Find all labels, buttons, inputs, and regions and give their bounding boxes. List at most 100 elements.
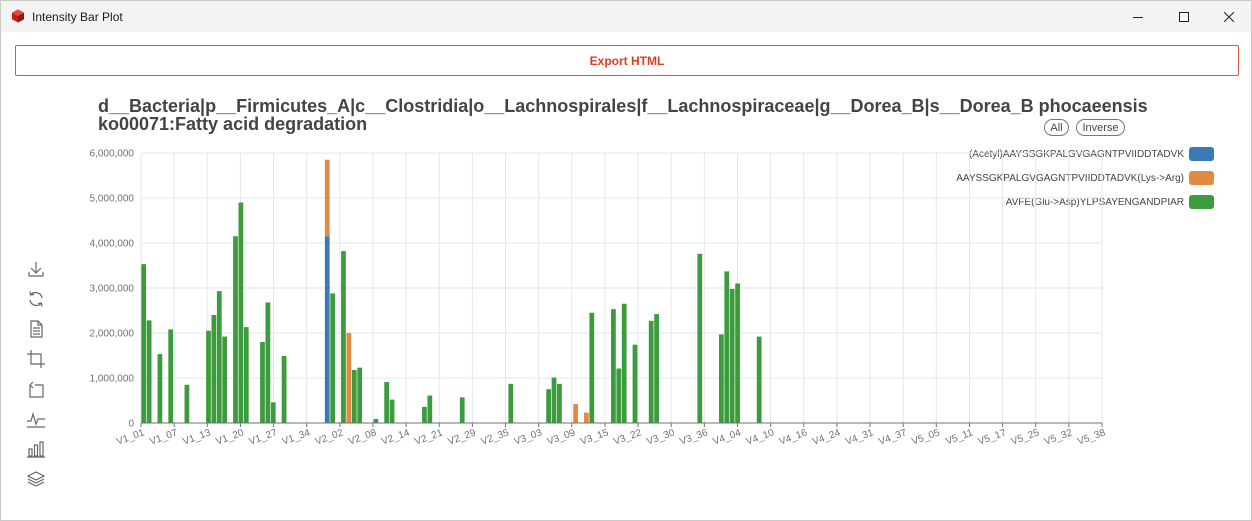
- x-tick-label: V1_07: [148, 427, 179, 447]
- minimize-icon: [1133, 16, 1143, 18]
- x-tick-label: V2_21: [413, 427, 444, 447]
- bar-segment-series-3: [654, 314, 659, 423]
- x-tick-label: V2_14: [380, 427, 411, 447]
- bar-segment-series-3: [265, 302, 271, 423]
- data-zoom-tool[interactable]: [26, 349, 46, 369]
- bar-segment-series-3: [422, 406, 427, 423]
- bar-segment-series-3: [729, 288, 735, 423]
- bar-chart-icon: [27, 441, 45, 458]
- legend-item-series-3[interactable]: AVFE(Glu->Asp)YLPSAYENGANDPIAR: [1006, 195, 1214, 209]
- legend-label: (Acetyl)AAYSSGKPALGVGAGNTPVIIDDTADVK: [968, 148, 1184, 160]
- bar-segment-series-3: [621, 303, 627, 423]
- x-tick-label: V2_02: [314, 427, 345, 447]
- zoom-reset-icon: [29, 381, 44, 398]
- bar-segment-series-3: [281, 355, 287, 423]
- bar-segment-series-3: [184, 384, 190, 423]
- x-tick-label: V3_30: [645, 427, 676, 447]
- x-tick-label: V5_05: [910, 427, 941, 447]
- x-tick-label: V4_31: [844, 427, 875, 447]
- legend-item-series-1[interactable]: (Acetyl)AAYSSGKPALGVGAGNTPVIIDDTADVK: [969, 147, 1214, 161]
- bar-segment-series-3: [270, 402, 276, 423]
- bar-segment-series-3: [157, 354, 163, 423]
- bar-segment-series-1: [324, 236, 330, 423]
- bar-segment-series-3: [589, 312, 595, 423]
- stack-type-tool[interactable]: [26, 469, 46, 489]
- bar-segment-series-2: [324, 159, 330, 237]
- export-html-button[interactable]: Export HTML: [15, 45, 1239, 76]
- bar-segment-series-3: [243, 327, 249, 423]
- title-bar[interactable]: Intensity Bar Plot: [1, 1, 1251, 32]
- x-tick-label: V5_11: [944, 427, 975, 447]
- chart-grid: [140, 152, 1103, 424]
- x-tick-label: V5_32: [1043, 427, 1074, 447]
- x-tick-label: V1_27: [248, 427, 279, 447]
- data-view-tool[interactable]: [26, 319, 46, 339]
- bar-segment-series-3: [141, 264, 147, 423]
- bar-segment-series-3: [351, 369, 357, 423]
- app-cube-icon: [12, 9, 24, 23]
- bar-segment-series-3: [508, 383, 514, 423]
- bar-segment-series-3: [233, 236, 238, 423]
- x-tick-label: V3_09: [546, 427, 577, 447]
- bar-segment-series-3: [427, 395, 433, 423]
- x-tick-label: V4_37: [877, 427, 908, 447]
- bar-segment-series-3: [373, 418, 379, 423]
- bar-segment-series-3: [238, 202, 244, 423]
- bar-segment-series-2: [584, 412, 589, 423]
- close-button[interactable]: [1206, 1, 1252, 32]
- chart-subtitle: ko00071:Fatty acid degradation: [98, 114, 368, 134]
- bar-segment-series-3: [222, 336, 228, 423]
- legend-select-all-button[interactable]: All: [1044, 119, 1069, 136]
- y-tick-label: 0: [128, 419, 134, 430]
- bar-segment-series-3: [357, 367, 363, 423]
- data-view-icon: [30, 320, 43, 338]
- x-tick-label: V1_13: [181, 427, 212, 447]
- chart-title-line1: d__Bacteria|p__Firmicutes_A|c__Clostridi…: [98, 96, 1148, 116]
- bar-segment-series-3: [719, 334, 724, 423]
- close-icon: [1224, 11, 1234, 22]
- y-tick-label: 4,000,000: [90, 239, 135, 250]
- save-image-tool[interactable]: [26, 259, 46, 279]
- bar-segment-series-2: [573, 404, 578, 423]
- bar-segment-series-3: [206, 330, 211, 423]
- legend-inverse-button[interactable]: Inverse: [1076, 119, 1125, 136]
- bar-segment-series-3: [611, 309, 616, 423]
- y-tick-label: 5,000,000: [90, 194, 135, 205]
- bar-type-tool[interactable]: [26, 439, 46, 459]
- x-tick-label: V5_25: [1010, 427, 1041, 447]
- line-chart-icon: [27, 411, 45, 428]
- bar-segment-series-3: [211, 315, 217, 423]
- bar-segment-series-3: [459, 397, 465, 423]
- window-title: Intensity Bar Plot: [32, 10, 123, 24]
- y-tick-label: 1,000,000: [90, 374, 135, 385]
- x-tick-label: V2_29: [446, 427, 477, 447]
- line-type-tool[interactable]: [26, 409, 46, 429]
- chart-bars: [141, 159, 762, 423]
- bar-segment-series-3: [546, 389, 551, 423]
- bar-segment-series-3: [146, 320, 152, 423]
- x-tick-label: V5_38: [1076, 427, 1107, 447]
- bar-segment-series-3: [632, 344, 638, 423]
- bar-segment-series-3: [648, 320, 654, 423]
- legend-item-series-2[interactable]: AAYSSGKPALGVGAGNTPVIIDDTADVK(Lys->Arg): [956, 171, 1214, 185]
- bar-segment-series-3: [551, 377, 557, 423]
- maximize-button[interactable]: [1161, 1, 1207, 32]
- y-tick-label: 2,000,000: [90, 329, 135, 340]
- x-tick-label: V4_16: [778, 427, 809, 447]
- bar-segment-series-3: [735, 283, 740, 423]
- zoom-reset-tool[interactable]: [26, 379, 46, 399]
- download-icon: [28, 262, 44, 277]
- restore-tool[interactable]: [26, 289, 46, 309]
- bar-segment-series-3: [341, 251, 346, 423]
- bar-segment-series-3: [389, 399, 395, 423]
- maximize-icon: [1179, 11, 1189, 22]
- y-tick-label: 3,000,000: [90, 284, 135, 295]
- bar-segment-series-3: [557, 383, 562, 423]
- chart-axes: 0 1,000,000 2,000,000 3,000,000 4,000,000 5,0…: [90, 149, 1108, 448]
- legend-swatch: [1189, 195, 1214, 209]
- legend-label: AAYSSGKPALGVGAGNTPVIIDDTADVK(Lys->Arg): [956, 172, 1184, 184]
- minimize-button[interactable]: [1115, 1, 1161, 32]
- bar-segment-series-3: [384, 382, 390, 423]
- x-tick-label: V3_36: [678, 427, 709, 447]
- x-tick-label: V4_24: [811, 427, 842, 447]
